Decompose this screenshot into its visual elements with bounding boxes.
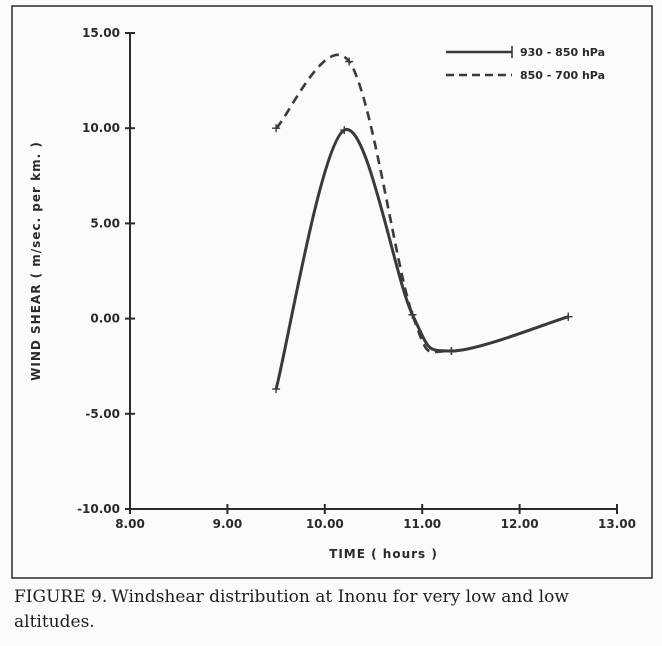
figure-frame	[11, 5, 653, 579]
figure-caption: FIGURE 9. Windshear distribution at Inonu…	[14, 585, 654, 635]
axes: -10.00 -5.00 0.00 5.00 10.00 15.00 8.00 9.00 10.…	[29, 26, 636, 561]
legend-label-1: 930 - 850 hPa	[520, 46, 605, 59]
caption-text: Windshear distribution at Inonu for very…	[14, 587, 569, 632]
y-tick-label: -10.00	[77, 502, 120, 516]
y-tick-label: 5.00	[90, 216, 120, 230]
x-tick-label: 12.00	[501, 517, 539, 531]
wind-shear-chart: -10.00 -5.00 0.00 5.00 10.00 15.00 8.00 9.00 10.…	[11, 5, 653, 579]
x-tick-label: 10.00	[306, 517, 344, 531]
x-axis-label: TIME ( hours )	[329, 547, 438, 561]
y-tick-label: -5.00	[85, 407, 120, 421]
y-tick-label: 15.00	[82, 26, 120, 40]
series-line-2	[275, 53, 569, 354]
y-tick-label: 0.00	[90, 312, 120, 326]
x-tick-label: 13.00	[598, 517, 636, 531]
series-layer	[272, 53, 573, 394]
legend: 930 - 850 hPa 850 - 700 hPa	[446, 46, 605, 82]
x-tick-label: 11.00	[403, 517, 441, 531]
series-line-1	[274, 128, 569, 390]
caption-label: FIGURE 9.	[14, 587, 108, 607]
y-tick-label: 10.00	[82, 121, 120, 135]
legend-label-2: 850 - 700 hPa	[520, 69, 605, 82]
x-tick-label: 9.00	[213, 517, 243, 531]
x-tick-label: 8.00	[115, 517, 145, 531]
y-axis-label: WIND SHEAR ( m/sec. per km. )	[29, 141, 43, 381]
